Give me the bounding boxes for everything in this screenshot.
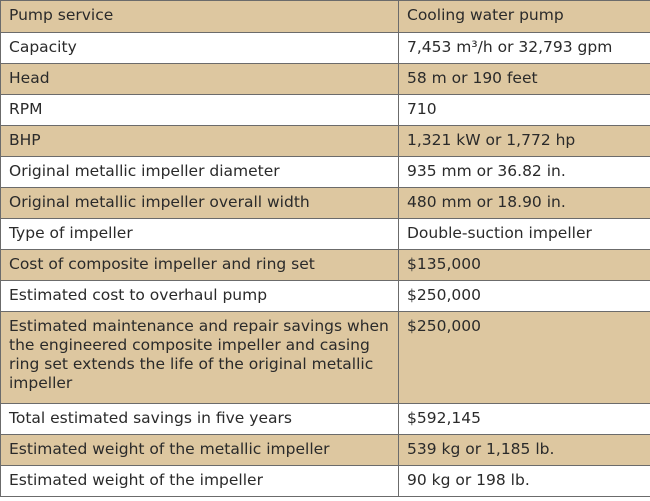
row-value: Double-suction impeller [398,218,650,250]
table-row: Original metallic impeller overall width… [0,187,650,219]
row-label: Estimated weight of the metallic impelle… [0,434,399,466]
table-row: Estimated cost to overhaul pump $250,000 [0,280,650,312]
row-label: Estimated cost to overhaul pump [0,280,399,312]
row-value: 58 m or 190 feet [398,63,650,95]
row-value: 710 [398,94,650,126]
row-label: Cost of composite impeller and ring set [0,249,399,281]
table-row: Cost of composite impeller and ring set … [0,249,650,281]
table-row: Capacity 7,453 m³/h or 32,793 gpm [0,32,650,64]
row-value: $250,000 [398,280,650,312]
table-row: Total estimated savings in five years $5… [0,403,650,435]
row-value: $250,000 [398,311,650,404]
table-row: BHP 1,321 kW or 1,772 hp [0,125,650,157]
row-value: 7,453 m³/h or 32,793 gpm [398,32,650,64]
table-row: Head 58 m or 190 feet [0,63,650,95]
row-value: 935 mm or 36.82 in. [398,156,650,188]
row-label: Estimated maintenance and repair savings… [0,311,399,404]
table-row: Estimated weight of the impeller 90 kg o… [0,465,650,497]
row-label: Pump service [0,0,399,33]
row-value: Cooling water pump [398,0,650,33]
row-label: Original metallic impeller overall width [0,187,399,219]
row-value: $592,145 [398,403,650,435]
row-value: $135,000 [398,249,650,281]
table-row: Estimated weight of the metallic impelle… [0,434,650,466]
table-row: Type of impeller Double-suction impeller [0,218,650,250]
row-label: Type of impeller [0,218,399,250]
row-label: Total estimated savings in five years [0,403,399,435]
row-label: Estimated weight of the impeller [0,465,399,497]
row-value: 90 kg or 198 lb. [398,465,650,497]
row-value: 1,321 kW or 1,772 hp [398,125,650,157]
table-row: Estimated maintenance and repair savings… [0,311,650,404]
row-label: BHP [0,125,399,157]
table-row: Pump service Cooling water pump [0,0,650,33]
table-row: RPM 710 [0,94,650,126]
row-label: Capacity [0,32,399,64]
row-label: RPM [0,94,399,126]
row-value: 539 kg or 1,185 lb. [398,434,650,466]
row-value: 480 mm or 18.90 in. [398,187,650,219]
row-label: Original metallic impeller diameter [0,156,399,188]
table-row: Original metallic impeller diameter 935 … [0,156,650,188]
row-label: Head [0,63,399,95]
